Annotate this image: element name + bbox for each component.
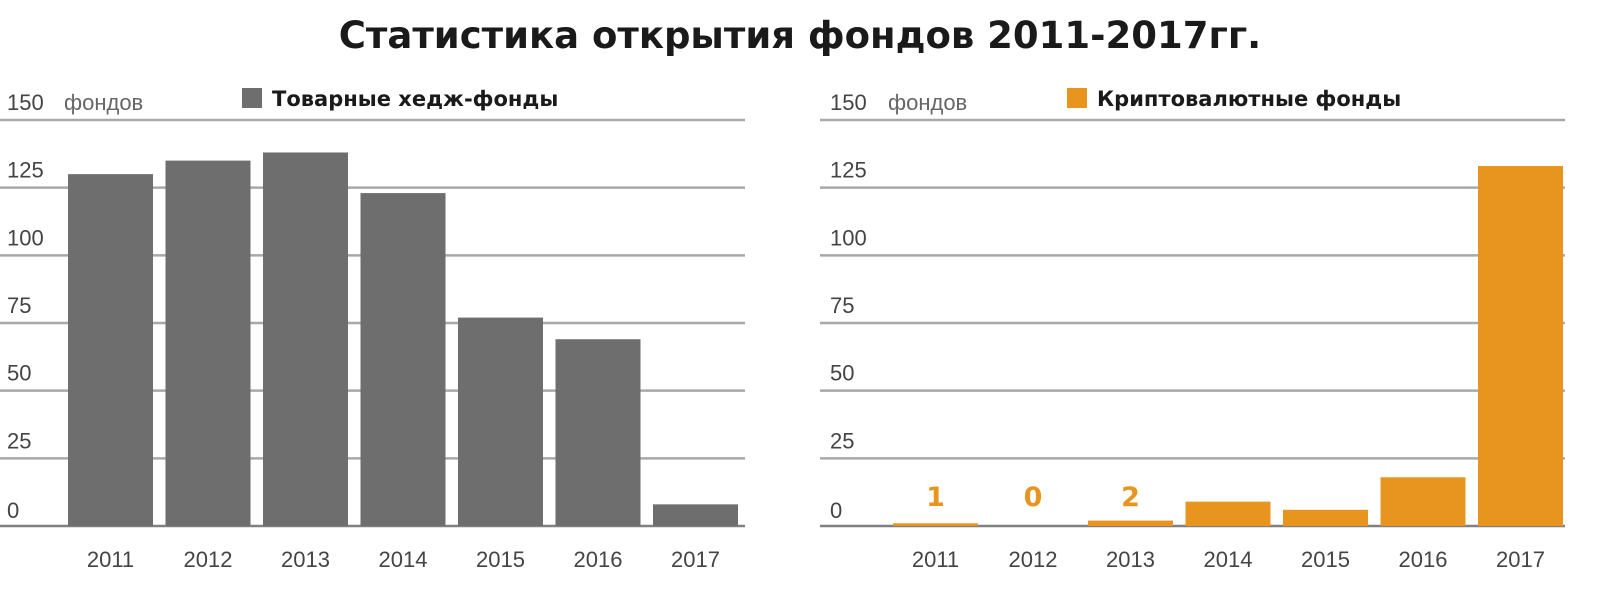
hedge-y-unit: фондов xyxy=(64,90,143,115)
hedge-bar-2017 xyxy=(653,504,738,526)
hedge-ytick-25: 25 xyxy=(7,428,31,453)
hedge-ytick-0: 0 xyxy=(7,498,19,523)
hedge-xtick-2017: 2017 xyxy=(671,547,720,572)
crypto-xtick-2016: 2016 xyxy=(1399,547,1448,572)
crypto-ytick-25: 25 xyxy=(830,428,854,453)
crypto-xtick-2012: 2012 xyxy=(1009,547,1058,572)
crypto-data-label-2013: 2 xyxy=(1121,482,1140,513)
hedge-bar-2015 xyxy=(458,317,543,526)
hedge-bar-2016 xyxy=(555,339,641,526)
crypto-ytick-100: 100 xyxy=(830,225,867,250)
hedge-bar-2013 xyxy=(263,152,348,527)
crypto-bar-2011 xyxy=(893,523,978,526)
crypto-xtick-2017: 2017 xyxy=(1496,547,1545,572)
crypto-bar-2016 xyxy=(1380,477,1466,526)
hedge-legend-swatch xyxy=(242,88,262,108)
crypto-ytick-50: 50 xyxy=(830,361,854,386)
hedge-ytick-50: 50 xyxy=(7,361,31,386)
hedge-bar-2012 xyxy=(165,160,251,526)
crypto-ytick-150: 150 xyxy=(830,90,867,115)
crypto-bar-2015 xyxy=(1283,509,1368,526)
crypto-xtick-2013: 2013 xyxy=(1106,547,1155,572)
chart-title: Статистика открытия фондов 2011-2017гг. xyxy=(338,14,1262,57)
crypto-xtick-2015: 2015 xyxy=(1301,547,1350,572)
crypto-y-unit: фондов xyxy=(888,90,967,115)
crypto-bar-2017 xyxy=(1478,166,1563,526)
hedge-ytick-100: 100 xyxy=(7,225,44,250)
crypto-data-label-2011: 1 xyxy=(926,482,945,513)
hedge-ytick-125: 125 xyxy=(7,158,44,183)
hedge-ytick-150: 150 xyxy=(7,90,44,115)
crypto-xtick-2014: 2014 xyxy=(1204,547,1253,572)
hedge-xtick-2016: 2016 xyxy=(574,547,623,572)
crypto-ytick-125: 125 xyxy=(830,158,867,183)
hedge-xtick-2012: 2012 xyxy=(184,547,233,572)
crypto-data-label-2012: 0 xyxy=(1024,482,1043,513)
crypto-ytick-75: 75 xyxy=(830,293,854,318)
hedge-xtick-2011: 2011 xyxy=(87,547,134,572)
crypto-legend-swatch xyxy=(1067,88,1087,108)
crypto-ytick-0: 0 xyxy=(830,498,842,523)
crypto-legend-label: Криптовалютные фонды xyxy=(1097,87,1401,111)
hedge-bar-2011 xyxy=(68,174,153,526)
hedge-bar-2014 xyxy=(360,193,446,526)
hedge-xtick-2015: 2015 xyxy=(476,547,525,572)
hedge-xtick-2014: 2014 xyxy=(379,547,428,572)
hedge-xtick-2013: 2013 xyxy=(281,547,330,572)
crypto-bar-2013 xyxy=(1088,520,1173,526)
crypto-bar-2014 xyxy=(1185,501,1271,526)
hedge-ytick-75: 75 xyxy=(7,293,31,318)
hedge-legend-label: Товарные хедж-фонды xyxy=(272,87,558,111)
crypto-xtick-2011: 2011 xyxy=(912,547,959,572)
